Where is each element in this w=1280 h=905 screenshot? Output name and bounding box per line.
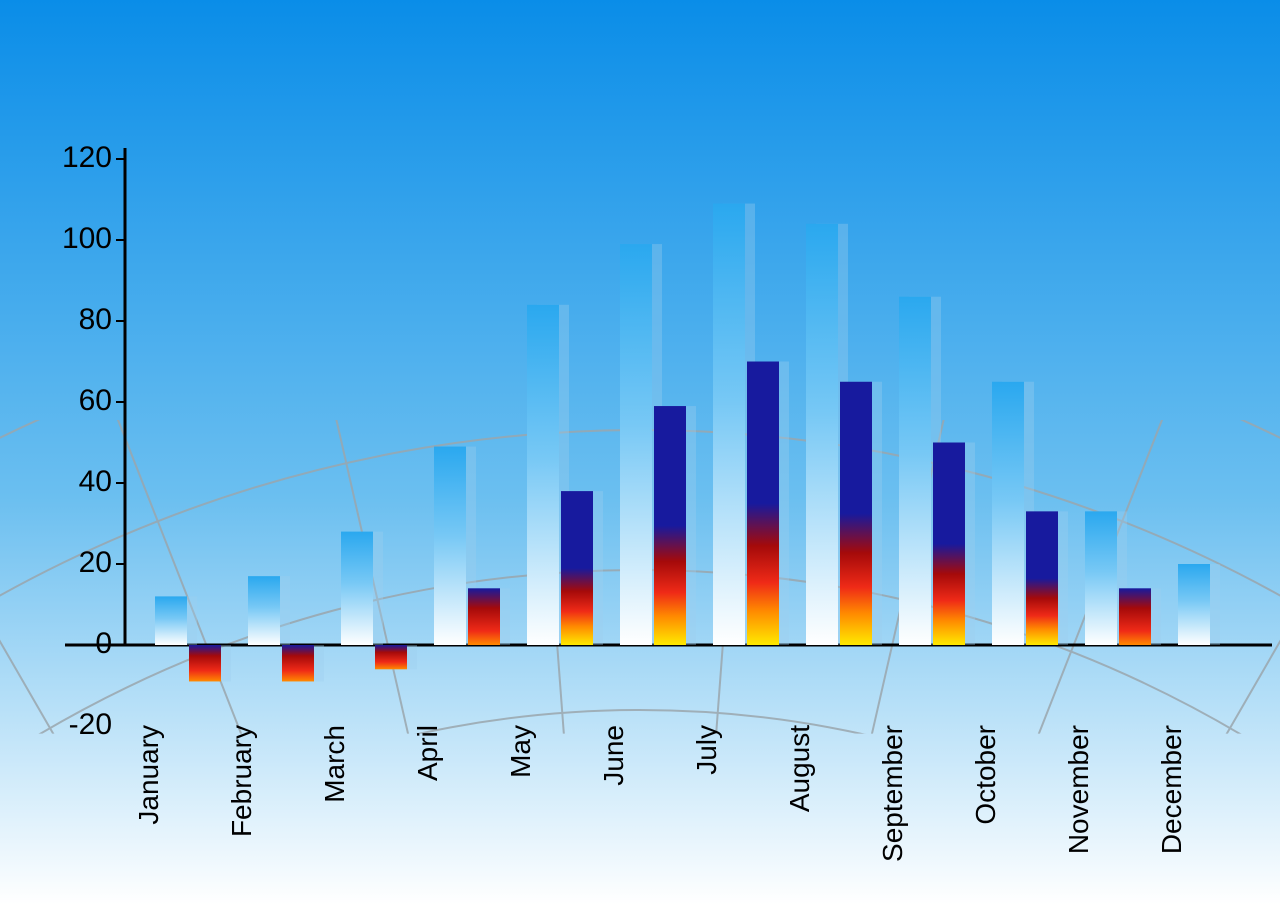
bar-series2 <box>189 645 221 681</box>
x-axis-category-label: July <box>691 725 722 775</box>
bar-series1 <box>713 204 745 645</box>
bar-series2 <box>933 443 965 646</box>
y-axis-tick-label: 40 <box>79 465 112 498</box>
x-axis-category-label: December <box>1156 725 1187 854</box>
bar-series1 <box>248 576 280 645</box>
x-axis-category-label: August <box>784 725 815 812</box>
x-axis-category-label: February <box>226 725 257 837</box>
y-axis-tick-label: 120 <box>62 141 112 174</box>
bar-series2 <box>561 491 593 645</box>
bar-series1 <box>1085 511 1117 645</box>
x-axis-category-label: November <box>1063 725 1094 854</box>
y-axis-tick-label: 100 <box>62 222 112 255</box>
x-axis-category-label: May <box>505 725 536 778</box>
bar-series1 <box>620 244 652 645</box>
bar-series2 <box>375 645 407 669</box>
x-axis-category-label: October <box>970 725 1001 825</box>
y-axis-tick-label: 0 <box>95 627 112 660</box>
x-axis-category-label: April <box>412 725 443 781</box>
bar-series2 <box>282 645 314 681</box>
chart-svg: -20 0 20 40 60 80 100 120 January February March Ap… <box>0 0 1280 905</box>
bar-series2 <box>747 362 779 646</box>
y-axis-tick-label: 60 <box>79 384 112 417</box>
bar-series2 <box>1119 588 1151 645</box>
x-axis-category-label: March <box>319 725 350 803</box>
bar-series1 <box>806 224 838 645</box>
bar-series2 <box>468 588 500 645</box>
chart-container: -20 0 20 40 60 80 100 120 January February March Ap… <box>0 0 1280 905</box>
x-axis-category-label: January <box>133 725 164 825</box>
bar-series1 <box>434 447 466 645</box>
y-axis-tick-label: 80 <box>79 303 112 336</box>
x-axis-category-label: June <box>598 725 629 786</box>
bar-series1 <box>1178 564 1210 645</box>
bar-series2 <box>840 382 872 645</box>
bar-series1 <box>992 382 1024 645</box>
x-axis-category-label: September <box>877 725 908 862</box>
bar-series2 <box>1026 511 1058 645</box>
bar-series1 <box>341 532 373 645</box>
bar-series1 <box>527 305 559 645</box>
bar-series1 <box>899 297 931 645</box>
y-axis-tick-label: -20 <box>69 708 112 741</box>
y-axis-tick-label: 20 <box>79 546 112 579</box>
bar-series1 <box>155 596 187 645</box>
bar-series2 <box>654 406 686 645</box>
